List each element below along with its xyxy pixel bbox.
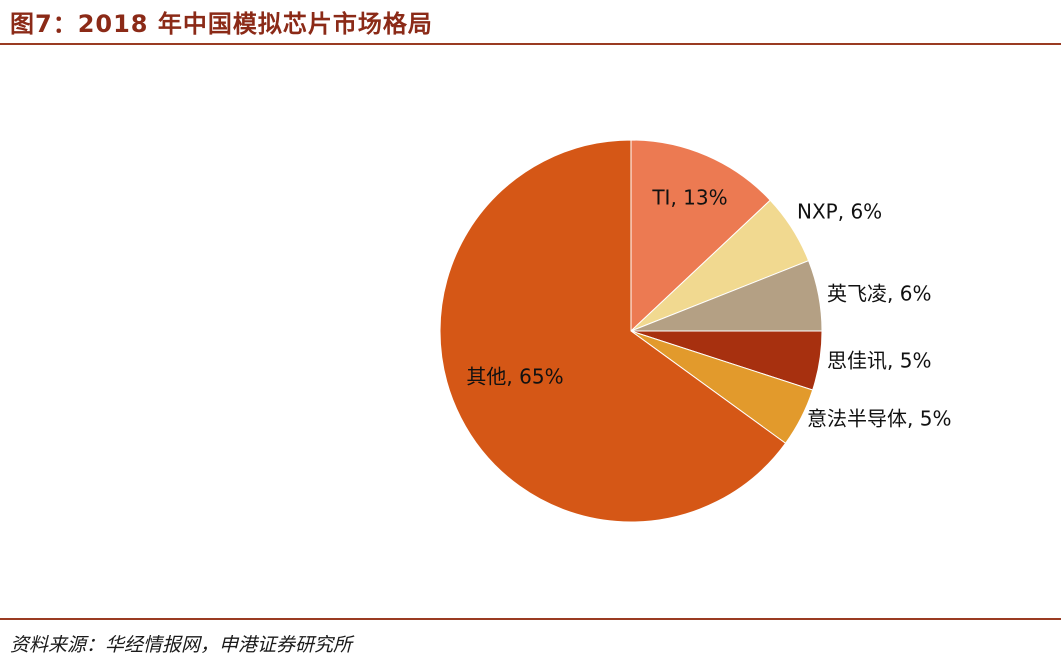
pie-slice-6: [439, 139, 787, 523]
slice-label-5: 意法半导体, 5%: [807, 407, 951, 431]
title-divider: [0, 43, 1061, 45]
source-divider: [0, 618, 1061, 620]
source-note: 资料来源：华经情报网，申港证券研究所: [10, 634, 353, 656]
slice-label-2: NXP, 6%: [797, 200, 882, 224]
slice-label-3: 英飞凌, 6%: [827, 282, 931, 306]
figure-title: 图7：2018 年中国模拟芯片市场格局: [10, 10, 433, 38]
pie-slices: [439, 139, 823, 523]
slice-label-1: TI, 13%: [651, 186, 727, 210]
pie-slice-1: [630, 139, 771, 333]
slice-label-4: 思佳讯, 5%: [827, 349, 931, 373]
pie-labels: TI, 13% NXP, 6% 英飞凌, 6% 思佳讯, 5% 意法半导体, 5% 其他,…: [466, 186, 951, 431]
slice-label-6: 其他, 65%: [466, 365, 563, 389]
